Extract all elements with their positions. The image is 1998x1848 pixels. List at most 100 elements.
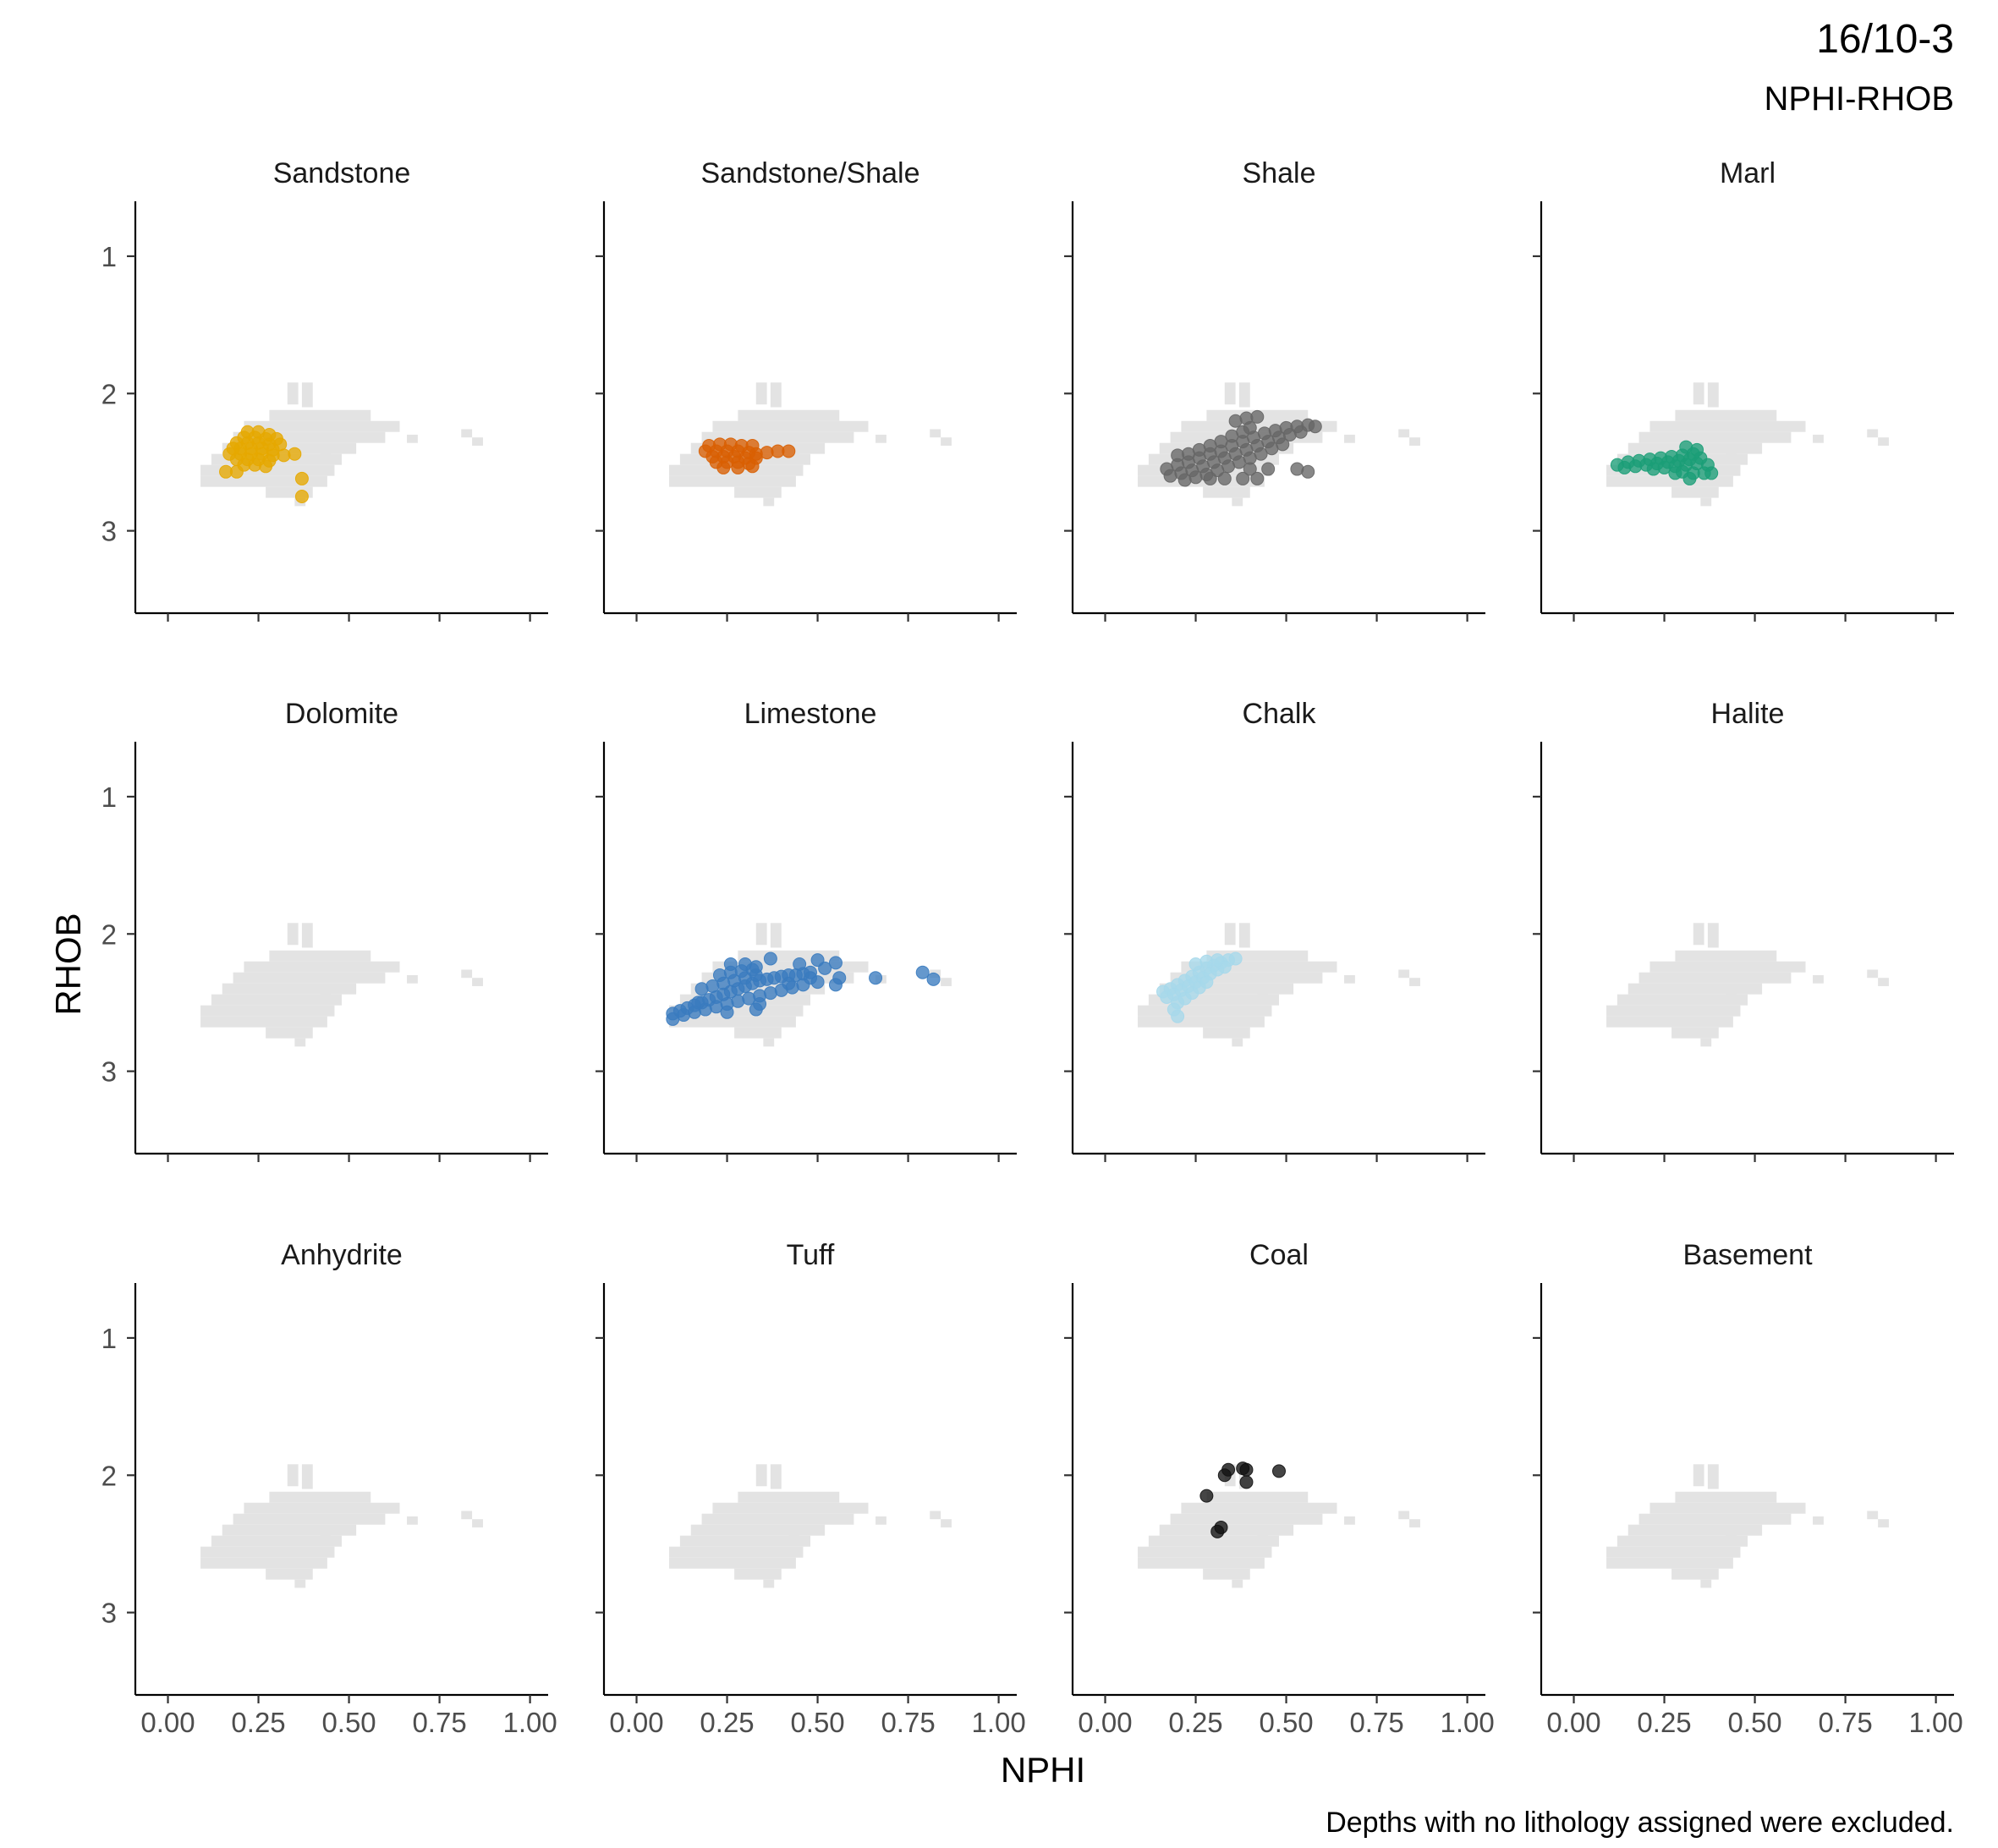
x-tick-label: 0.00 <box>1546 1707 1600 1738</box>
background-cell <box>244 1502 400 1514</box>
background-cell <box>1181 1502 1337 1514</box>
x-tick-label: 1.00 <box>1908 1707 1962 1738</box>
facet-panel-limestone: Limestone <box>596 698 1017 1162</box>
background-cell <box>233 1513 386 1525</box>
x-tick-label: 0.75 <box>1818 1707 1872 1738</box>
background-cell <box>1638 972 1792 984</box>
background-cell <box>1627 983 1763 995</box>
background-cell <box>1617 994 1748 1006</box>
background-cell <box>763 1038 775 1047</box>
background-cell <box>712 420 869 432</box>
x-tick-label: 0.75 <box>412 1707 466 1738</box>
background-cell <box>1813 1516 1824 1525</box>
background-cell <box>1398 969 1410 979</box>
background-cell <box>1257 991 1269 1001</box>
background-cell <box>222 983 357 995</box>
background-cell <box>1238 923 1250 948</box>
data-point <box>1243 462 1257 476</box>
data-point <box>716 460 731 474</box>
chart-title: 16/10-3 <box>1816 17 1954 62</box>
background-cell <box>1344 974 1355 984</box>
background-cell <box>294 1579 306 1588</box>
facet-panel-sandstone-shale: Sandstone/Shale <box>596 157 1017 622</box>
background-cell <box>1203 1568 1250 1580</box>
data-point <box>1668 466 1682 480</box>
data-point <box>749 1002 763 1017</box>
background-cell <box>738 409 840 421</box>
background-cell <box>788 991 800 1001</box>
background-cell <box>669 1016 796 1028</box>
background-cell <box>266 1027 313 1039</box>
data-point <box>1210 953 1225 968</box>
background-cell <box>1813 974 1824 984</box>
data-point <box>1171 1009 1185 1023</box>
background-cell <box>1203 1027 1250 1039</box>
background-cell <box>734 486 782 498</box>
background-cell <box>200 1546 335 1558</box>
background-cell <box>1867 1511 1879 1520</box>
background-cell <box>930 1511 941 1520</box>
background-cell <box>1878 978 1889 986</box>
facet-panel-coal: Coal 0.00 0.25 0.50 0.75 1.00 <box>1064 1239 1495 1738</box>
data-point <box>1301 464 1315 479</box>
data-point <box>818 961 832 975</box>
x-tick-label: 1.00 <box>971 1707 1025 1738</box>
x-tick-label: 0.25 <box>231 1707 285 1738</box>
data-point <box>828 978 843 992</box>
data-point <box>731 460 745 474</box>
background-cell <box>734 1027 782 1039</box>
background-cell <box>1617 1535 1748 1547</box>
data-point <box>1250 471 1265 485</box>
background-cell <box>770 382 782 408</box>
background-cell <box>269 1491 371 1503</box>
background-cell <box>738 1491 840 1503</box>
data-point <box>745 459 760 474</box>
background-cell <box>1409 978 1420 986</box>
background-cell <box>1138 1005 1272 1017</box>
background-cell <box>1638 431 1792 443</box>
x-tick-label: 0.00 <box>140 1707 195 1738</box>
data-point <box>1293 425 1308 439</box>
data-point <box>749 960 763 974</box>
data-point <box>763 951 777 966</box>
background-cell <box>320 451 332 460</box>
facet-label: Marl <box>1720 157 1776 189</box>
facet-label: Shale <box>1243 157 1316 189</box>
facet-label: Chalk <box>1243 698 1317 730</box>
background-cell <box>690 1524 826 1536</box>
facet-label: Sandstone <box>273 157 411 189</box>
data-point <box>1210 1524 1225 1538</box>
background-cell <box>1707 923 1719 948</box>
background-cell <box>211 994 342 1006</box>
data-point <box>804 971 817 985</box>
background-cell <box>269 950 371 962</box>
background-cell <box>1627 1524 1763 1536</box>
background-cell <box>669 1557 796 1569</box>
background-cell <box>755 382 767 405</box>
data-point <box>1254 447 1268 461</box>
x-tick-label: 0.25 <box>1168 1707 1222 1738</box>
facet-panel-halite: Halite <box>1533 698 1954 1162</box>
background-cell <box>407 1516 418 1525</box>
data-point <box>294 471 309 485</box>
background-cell <box>755 1464 767 1487</box>
y-tick-label: 1 <box>102 1323 117 1354</box>
data-point <box>259 459 273 474</box>
chart-caption: Depths with no lithology assigned were e… <box>1326 1807 1954 1839</box>
facet-label: Anhydrite <box>281 1239 403 1271</box>
data-point <box>1690 442 1704 457</box>
x-tick-label: 0.50 <box>1727 1707 1781 1738</box>
data-point <box>1682 471 1697 485</box>
background-cell <box>1138 1557 1265 1569</box>
background-cell <box>244 420 400 432</box>
facet-panel-tuff: Tuff 0.00 0.25 0.50 0.75 1.00 <box>596 1239 1026 1738</box>
data-point <box>294 490 309 504</box>
facet-panel-chalk: Chalk <box>1064 698 1485 1162</box>
background-cell <box>712 1502 869 1514</box>
background-cell <box>1700 1579 1712 1588</box>
background-cell <box>1344 434 1355 443</box>
background-cell <box>679 1535 810 1547</box>
background-cell <box>1671 486 1719 498</box>
background-cell <box>1649 1502 1806 1514</box>
x-tick-label: 1.00 <box>502 1707 557 1738</box>
